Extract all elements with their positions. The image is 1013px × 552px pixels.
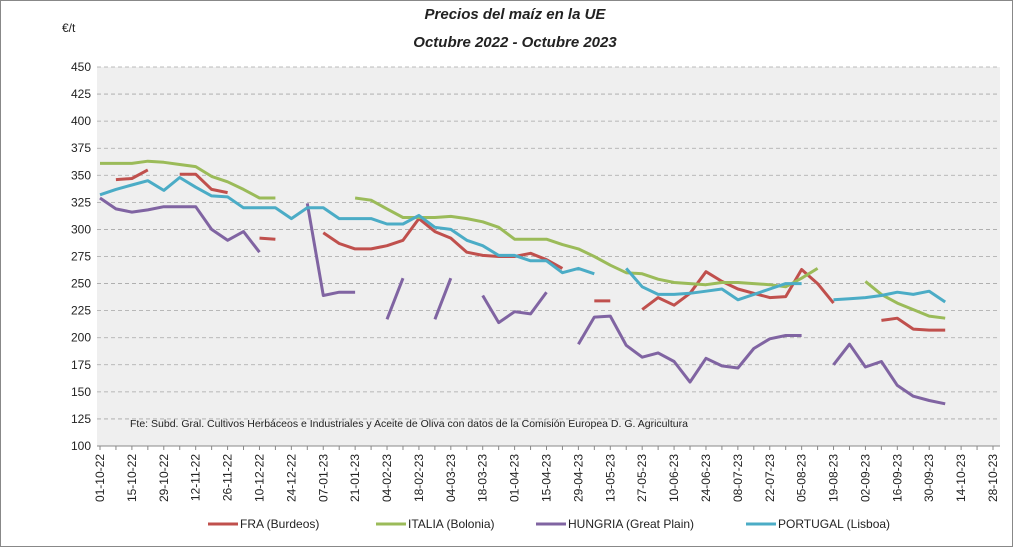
x-tick-label: 26-11-22 bbox=[221, 454, 235, 501]
y-tick-label: 425 bbox=[71, 87, 91, 101]
legend-label: ITALIA (Bolonia) bbox=[408, 517, 494, 531]
y-tick-label: 350 bbox=[71, 168, 91, 182]
y-tick-label: 175 bbox=[71, 358, 91, 372]
series-line bbox=[99, 196, 946, 406]
y-tick-label: 250 bbox=[71, 277, 91, 291]
chart-subtitle: Octubre 2022 - Octubre 2023 bbox=[413, 34, 617, 51]
x-tick-label: 21-01-23 bbox=[348, 454, 362, 502]
y-tick-label: 325 bbox=[71, 195, 91, 209]
legend-label: HUNGRIA (Great Plain) bbox=[568, 517, 694, 531]
x-tick-label: 18-03-23 bbox=[476, 454, 490, 502]
y-tick-label: 300 bbox=[71, 222, 91, 236]
series-line bbox=[99, 176, 947, 304]
x-tick-label: 18-02-23 bbox=[412, 454, 426, 502]
y-tick-label: 375 bbox=[71, 141, 91, 155]
y-tick-label: 225 bbox=[71, 304, 91, 318]
x-tick-label: 14-10-23 bbox=[954, 454, 968, 502]
y-tick-label: 400 bbox=[71, 114, 91, 128]
x-tick-label: 05-08-23 bbox=[795, 454, 809, 502]
x-tick-label: 29-04-23 bbox=[571, 454, 585, 502]
x-tick-label: 24-12-22 bbox=[284, 454, 298, 502]
note: Fte: Subd. Gral. Cultivos Herbáceos e In… bbox=[130, 418, 688, 430]
y-tick-label: 150 bbox=[71, 385, 91, 399]
x-tick-label: 15-10-22 bbox=[125, 454, 139, 502]
x-tick-label: 07-01-23 bbox=[316, 454, 330, 502]
x-tick-label: 01-10-22 bbox=[93, 454, 107, 502]
y-unit: €/t bbox=[62, 21, 76, 35]
x-tick-label: 22-07-23 bbox=[763, 454, 777, 502]
x-tick-label: 01-04-23 bbox=[508, 454, 522, 502]
x-tick-label: 02-09-23 bbox=[858, 454, 872, 502]
x-tick-label: 27-05-23 bbox=[635, 454, 649, 502]
series-line bbox=[115, 168, 946, 332]
y-tick-label: 275 bbox=[71, 250, 91, 264]
x-tick-label: 13-05-23 bbox=[603, 454, 617, 502]
x-tick-label: 08-07-23 bbox=[731, 454, 745, 502]
x-tick-label: 16-09-23 bbox=[890, 454, 904, 502]
x-tick-label: 04-03-23 bbox=[444, 454, 458, 502]
series-line bbox=[100, 159, 946, 320]
x-tick-label: 04-02-23 bbox=[380, 454, 394, 502]
y-tick-label: 200 bbox=[71, 331, 91, 345]
legend-label: FRA (Burdeos) bbox=[240, 517, 319, 531]
x-tick-label: 10-12-22 bbox=[252, 454, 266, 502]
y-tick-label: 125 bbox=[71, 412, 91, 426]
x-tick-label: 30-09-23 bbox=[922, 454, 936, 502]
x-tick-label: 12-11-22 bbox=[189, 454, 203, 501]
x-tick-label: 28-10-23 bbox=[986, 454, 1000, 502]
legend-label: PORTUGAL (Lisboa) bbox=[778, 517, 890, 531]
x-tick-label: 19-08-23 bbox=[827, 454, 841, 502]
chart-title: Precios del maíz en la UE bbox=[425, 6, 607, 23]
x-tick-label: 24-06-23 bbox=[699, 454, 713, 502]
y-tick-label: 450 bbox=[71, 60, 91, 74]
x-tick-label: 15-04-23 bbox=[540, 454, 554, 502]
x-tick-label: 29-10-22 bbox=[157, 454, 171, 502]
y-tick-label: 100 bbox=[71, 439, 91, 453]
x-tick-label: 10-06-23 bbox=[667, 454, 681, 502]
